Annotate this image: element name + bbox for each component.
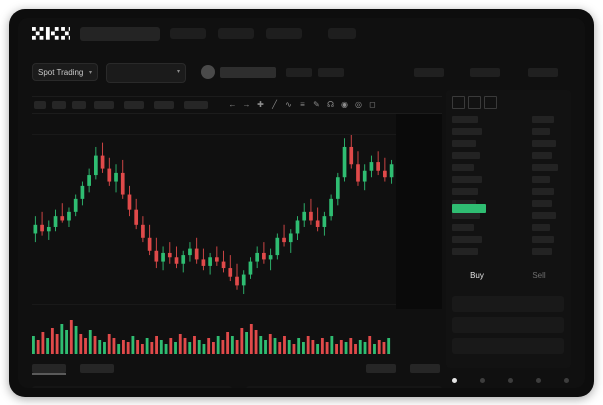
pagination-dot-1[interactable] (452, 378, 457, 383)
bottom-tab-active-underline (32, 373, 66, 375)
order-book-row[interactable] (532, 224, 550, 231)
tablet-device-frame: Spot Trading ▾ ▾ ← (9, 9, 594, 397)
amount-field[interactable] (452, 317, 564, 333)
stat-24h-high (318, 68, 344, 77)
order-book-row[interactable] (452, 212, 480, 219)
order-book-row[interactable] (532, 248, 552, 255)
search-input[interactable] (80, 27, 160, 41)
positions-panel (246, 386, 442, 388)
order-book-row[interactable] (532, 128, 550, 135)
trading-pair-selector[interactable]: ▾ (106, 63, 186, 83)
book-both-icon[interactable] (452, 96, 465, 109)
crosshair-icon[interactable]: ✚ (257, 100, 264, 109)
order-book-row[interactable] (532, 140, 556, 147)
order-book-row[interactable] (532, 176, 550, 183)
timeframe-1[interactable] (34, 101, 46, 109)
order-book-row[interactable] (532, 212, 556, 219)
order-book-mid-price (452, 204, 486, 213)
top-navigation-bar (18, 18, 585, 50)
trash-icon[interactable]: ◻ (369, 100, 376, 109)
open-orders-panel (32, 386, 232, 388)
okx-logo[interactable] (32, 27, 70, 41)
redo-icon[interactable]: → (242, 100, 251, 109)
order-book-row[interactable] (452, 188, 478, 195)
order-book-row[interactable] (532, 152, 552, 159)
trading-mode-label: Spot Trading (38, 68, 84, 77)
order-book-row[interactable] (452, 248, 478, 255)
tab-trade-history[interactable] (366, 364, 396, 373)
grid-line (32, 304, 442, 305)
coin-avatar (201, 65, 215, 79)
stat-24h-change (286, 68, 312, 77)
order-book-row[interactable] (532, 116, 554, 123)
trendline-icon[interactable]: ╱ (272, 100, 277, 109)
tab-order-history[interactable] (80, 364, 114, 373)
nav-item-3[interactable] (266, 28, 302, 39)
timeframe-3[interactable] (72, 101, 86, 109)
pagination-dot-5[interactable] (564, 378, 569, 383)
book-asks-icon[interactable] (468, 96, 481, 109)
total-field[interactable] (452, 338, 564, 354)
tab-assets[interactable] (410, 364, 440, 373)
tab-open-orders[interactable] (32, 364, 66, 373)
last-price-value (220, 67, 276, 78)
undo-icon[interactable]: ← (228, 100, 237, 109)
nav-item-1[interactable] (170, 28, 206, 39)
order-book-row[interactable] (452, 176, 482, 183)
order-book-row[interactable] (452, 236, 482, 243)
bottom-tabs (32, 363, 442, 377)
indicator-selector[interactable] (184, 101, 208, 109)
order-book-row[interactable] (452, 164, 474, 171)
order-book-row[interactable] (452, 140, 476, 147)
candlestick-series (33, 129, 441, 295)
fib-icon[interactable]: ≡ (300, 100, 305, 109)
chart-toolbar: ← → ✚ ╱ ∿ ≡ ✎ ☊ ◉ ◎ ◻ (32, 96, 442, 114)
stat-24h-volume (470, 68, 500, 77)
timeframe-5[interactable] (124, 101, 144, 109)
timeframe-4[interactable] (94, 101, 114, 109)
stat-24h-low (414, 68, 444, 77)
order-book-row[interactable] (532, 188, 554, 195)
tab-buy[interactable]: Buy (470, 271, 484, 280)
brush-icon[interactable]: ✎ (313, 100, 320, 109)
chevron-down-icon: ▾ (88, 70, 92, 76)
price-field[interactable] (452, 296, 564, 312)
eye-icon[interactable]: ◉ (341, 100, 348, 109)
order-book-row[interactable] (532, 164, 558, 171)
order-book-row[interactable] (452, 152, 480, 159)
volume-series (32, 320, 391, 354)
book-bids-icon[interactable] (484, 96, 497, 109)
magnet-icon[interactable]: ☊ (326, 100, 335, 109)
order-book-row[interactable] (452, 200, 476, 207)
tab-sell[interactable]: Sell (532, 271, 546, 280)
lock-icon[interactable]: ◎ (355, 100, 362, 109)
volume-chart (32, 316, 392, 356)
stat-24h-turnover (528, 68, 558, 77)
timeframe-2[interactable] (52, 101, 66, 109)
order-book-row[interactable] (532, 200, 552, 207)
nav-item-2[interactable] (218, 28, 254, 39)
nav-item-4[interactable] (328, 28, 356, 39)
order-book-row[interactable] (452, 116, 478, 123)
trading-mode-selector[interactable]: Spot Trading ▾ (32, 63, 98, 81)
pagination-dot-2[interactable] (480, 378, 485, 383)
pagination-dots (452, 376, 572, 386)
price-chart[interactable] (32, 114, 442, 314)
chevron-down-icon: ▾ (176, 69, 180, 75)
chart-right-shade (396, 114, 442, 309)
pagination-dot-3[interactable] (508, 378, 513, 383)
order-book-row[interactable] (532, 236, 554, 243)
pagination-dot-4[interactable] (536, 378, 541, 383)
wave-icon[interactable]: ∿ (285, 100, 292, 109)
app-screen: Spot Trading ▾ ▾ ← (18, 18, 585, 388)
grid-line (32, 134, 442, 135)
order-book-row[interactable] (452, 224, 474, 231)
order-book-view-toggles (452, 96, 512, 109)
timeframe-6[interactable] (154, 101, 174, 109)
order-book-row[interactable] (452, 128, 482, 135)
order-form-tabs: Buy Sell (446, 268, 571, 290)
